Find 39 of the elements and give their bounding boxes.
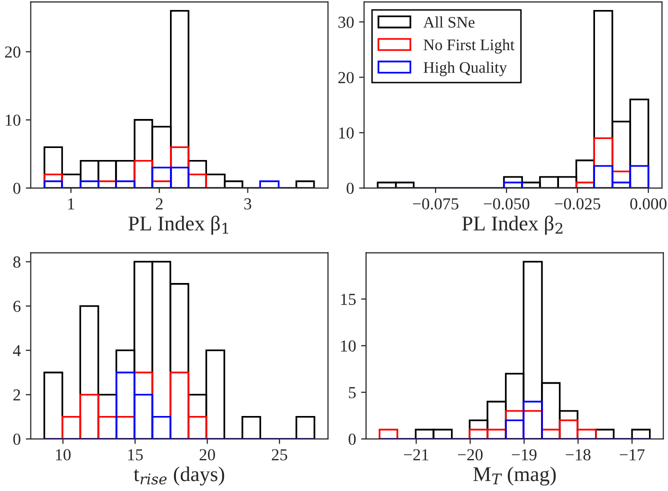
x-tick-label: 2 — [156, 198, 163, 210]
x-tick-label: −18 — [566, 449, 590, 460]
y-tick-label: 20 — [5, 46, 20, 58]
legend-label: All SNe — [423, 16, 475, 28]
y-tick-label: 6 — [13, 300, 21, 312]
x-tick-label: 10 — [56, 449, 71, 460]
y-tick-label: 10 — [6, 114, 20, 126]
legend-label: High Quality — [424, 62, 507, 76]
x-tick-label: −0.025 — [554, 198, 600, 210]
x-axis-title: t$_{rise}$ (days) — [134, 466, 224, 486]
x-axis-title: PL Index β$_{1}$ — [128, 216, 228, 235]
y-tick-label: 0 — [13, 434, 20, 445]
legend-label: No First Light — [424, 39, 514, 54]
y-tick-label: 2 — [13, 389, 20, 400]
x-tick-label: 15 — [128, 449, 143, 460]
y-tick-label: 20 — [338, 72, 354, 84]
x-axis-title: M$_{T}$ (mag) — [473, 466, 556, 486]
x-tick-label: −20 — [458, 449, 483, 460]
y-tick-label: 8 — [13, 256, 20, 268]
x-tick-label: −17 — [620, 449, 645, 460]
y-tick-label: 10 — [339, 127, 354, 139]
y-tick-label: 0 — [348, 434, 356, 445]
y-tick-label: 10 — [341, 340, 356, 352]
y-tick-label: 15 — [341, 294, 356, 305]
x-tick-label: −0.050 — [484, 198, 530, 210]
y-tick-label: 0 — [346, 182, 354, 194]
y-tick-label: 0 — [13, 182, 20, 194]
x-tick-label: 3 — [244, 198, 252, 210]
x-tick-label: 0.000 — [630, 198, 666, 210]
x-tick-label: −21 — [404, 449, 428, 460]
y-tick-label: 4 — [13, 345, 21, 356]
y-tick-label: 5 — [348, 387, 356, 398]
x-tick-label: 25 — [272, 449, 288, 460]
x-tick-label: −19 — [512, 449, 536, 460]
x-tick-label: 1 — [68, 198, 74, 210]
y-tick-label: 30 — [338, 16, 354, 28]
x-tick-label: −0.075 — [412, 198, 458, 210]
x-axis-title: PL Index β$_{2}$ — [462, 216, 562, 235]
x-tick-label: 20 — [200, 449, 215, 460]
